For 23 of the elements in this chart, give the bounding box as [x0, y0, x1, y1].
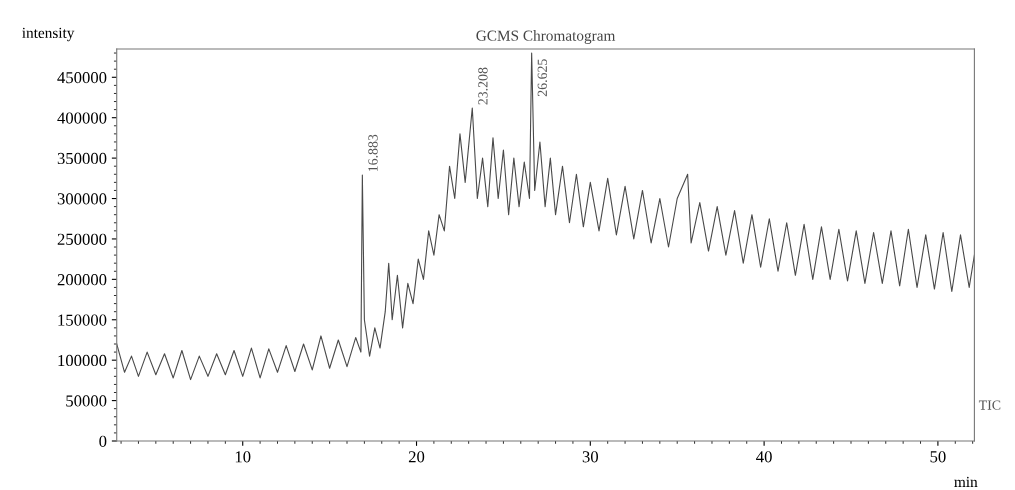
y-tick-label: 0 — [99, 435, 107, 447]
x-tick-label: 30 — [582, 451, 599, 463]
y-tick-label: 150000 — [58, 314, 107, 326]
y-tick-label: 450000 — [57, 71, 107, 84]
x-tick-label: 50 — [930, 451, 946, 463]
x-tick-label: 20 — [408, 451, 425, 463]
annotation: 16.883 — [368, 134, 378, 172]
y-tick-label: 400000 — [57, 112, 107, 124]
y-tick-label: 250000 — [57, 233, 107, 245]
y-tick-label: 350000 — [57, 152, 107, 165]
annotation: 26.625 — [537, 59, 548, 97]
x-tick-label: 10 — [235, 451, 251, 463]
y-tick-label: 300000 — [57, 193, 107, 205]
y-tick-label: 200000 — [57, 274, 107, 286]
y-tick-label: 100000 — [58, 354, 107, 367]
y-tick-label: 50000 — [66, 395, 107, 407]
chart-title: GCMS Chromatogram — [476, 30, 616, 44]
x-tick-label: 40 — [756, 451, 772, 463]
annotation: 23.208 — [478, 67, 488, 105]
y-axis-title: intensity — [22, 27, 75, 42]
x-axis-title: min — [954, 476, 978, 487]
text: TIC — [978, 400, 1001, 410]
line-series — [116, 52, 975, 381]
